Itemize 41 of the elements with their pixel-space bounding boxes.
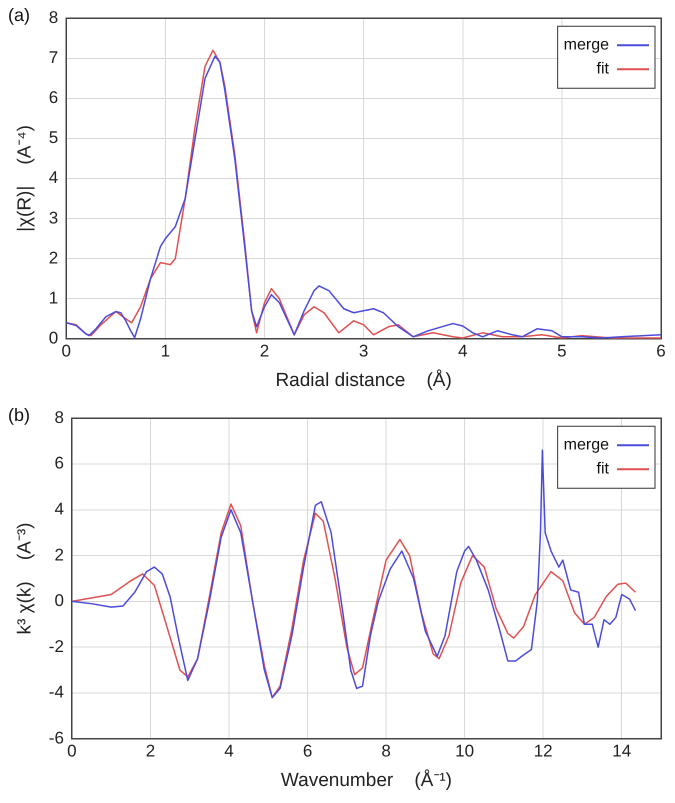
chart-title: (b) xyxy=(8,405,30,426)
y-tick-label: 0 xyxy=(54,591,64,610)
y-tick-label: -4 xyxy=(48,682,64,702)
x-tick-label: 8 xyxy=(381,742,391,761)
legend-label: fit xyxy=(596,60,610,78)
y-tick-label: 6 xyxy=(48,88,58,108)
y-axis-title: |χ(R)| (A⁻⁴) xyxy=(14,125,36,232)
x-axis-title: Wavenumber (Å⁻¹) xyxy=(280,768,452,791)
x-tick-label: 5 xyxy=(557,342,567,361)
y-tick-label: -2 xyxy=(48,636,64,656)
y-tick-label: 4 xyxy=(48,168,58,188)
y-tick-label: 2 xyxy=(54,545,64,564)
x-tick-label: 10 xyxy=(455,742,474,761)
y-tick-label: 8 xyxy=(48,8,58,27)
legend-label: fit xyxy=(596,460,610,478)
x-tick-label: 0 xyxy=(67,742,77,761)
x-tick-label: 4 xyxy=(458,342,468,361)
x-tick-label: 6 xyxy=(656,342,666,361)
x-tick-label: 1 xyxy=(160,342,170,361)
x-tick-label: 2 xyxy=(146,742,156,761)
chart-title: (a) xyxy=(8,5,30,26)
x-tick-label: 14 xyxy=(612,742,632,761)
y-tick-label: 4 xyxy=(54,499,64,518)
x-tick-label: 2 xyxy=(260,342,270,361)
legend-label: merge xyxy=(564,436,610,454)
y-tick-label: 6 xyxy=(54,454,64,473)
x-tick-label: 4 xyxy=(224,742,234,761)
y-tick-label: 8 xyxy=(54,408,64,427)
y-tick-label: -6 xyxy=(48,728,64,748)
y-tick-label: 7 xyxy=(48,48,58,67)
x-tick-label: 6 xyxy=(302,742,312,761)
y-tick-label: 3 xyxy=(48,208,58,228)
y-tick-label: 5 xyxy=(48,128,58,148)
legend-label: merge xyxy=(564,36,610,54)
x-axis-title: Radial distance (Å) xyxy=(275,368,452,391)
x-tick-label: 3 xyxy=(358,342,368,361)
y-axis-title: k³ χ(k) (A⁻³) xyxy=(14,522,36,635)
y-tick-label: 2 xyxy=(48,248,58,268)
y-tick-label: 1 xyxy=(48,288,58,308)
y-tick-label: 0 xyxy=(48,328,58,348)
x-tick-label: 12 xyxy=(534,742,553,761)
